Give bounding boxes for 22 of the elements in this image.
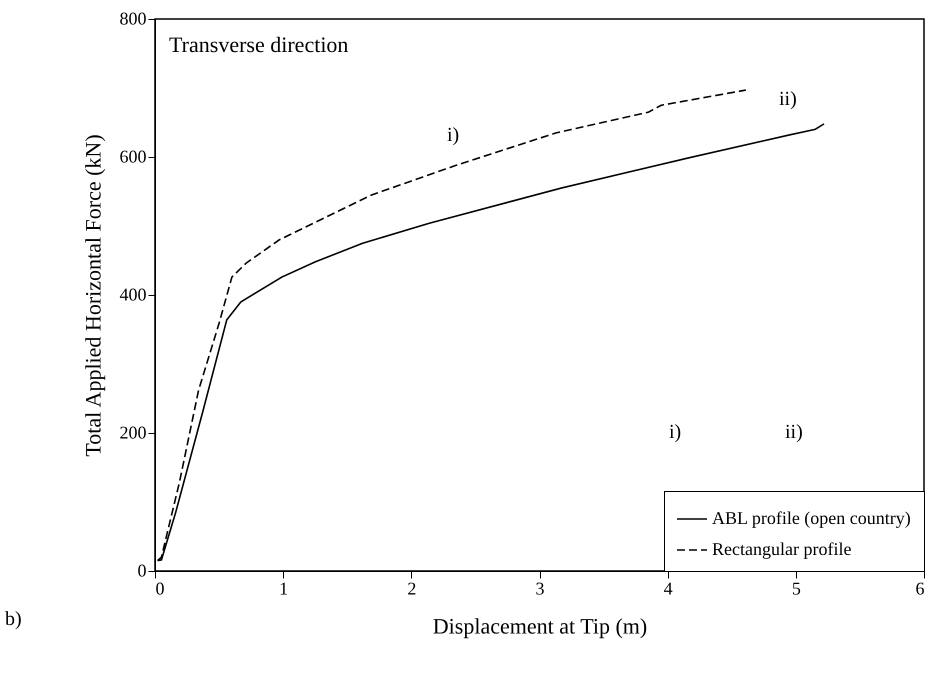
text: Transverse direction	[169, 32, 348, 57]
y-tick-label: 0	[138, 560, 146, 580]
legend-label: ABL profile (open country)	[712, 508, 911, 528]
x-tick-label: 1	[279, 578, 288, 598]
y-tick-label: 400	[120, 284, 146, 304]
x-tick-label: 4	[664, 578, 673, 598]
annotation: ii)	[779, 88, 797, 110]
x-tick-label: 0	[156, 578, 164, 598]
x-tick-label: 3	[536, 578, 544, 598]
x-tick-label: 5	[792, 578, 801, 598]
x-tick-label: 2	[407, 578, 416, 598]
y-axis-title: Total Applied Horizontal Force (kN)	[80, 134, 106, 457]
annotation: ii)	[785, 421, 803, 443]
x-tick-label: 6	[916, 578, 924, 598]
x-axis-title: Displacement at Tip (m)	[432, 614, 648, 638]
y-tick-label: 800	[120, 8, 146, 28]
text: b)	[5, 608, 22, 630]
y-tick-label: 200	[120, 422, 146, 442]
annotation: i)	[447, 124, 460, 146]
annotation: i)	[669, 421, 682, 443]
legend-label: Rectangular profile	[712, 539, 852, 559]
y-tick-label: 600	[120, 146, 146, 166]
